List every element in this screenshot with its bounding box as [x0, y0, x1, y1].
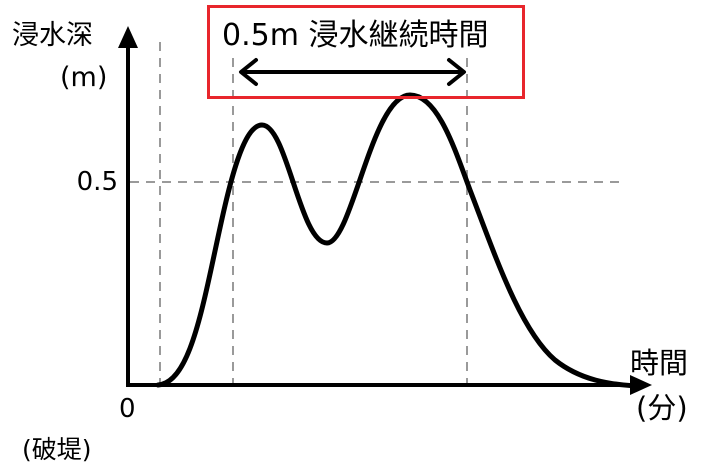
x-origin-note: (破堤)	[22, 435, 92, 464]
duration-double-arrow	[239, 58, 466, 86]
y-tick-label: 0.5	[76, 167, 118, 197]
duration-arrow-right-icon	[447, 58, 466, 86]
x-axis-label: 時間	[630, 346, 689, 380]
duration-label: 0.5m 浸水継続時間	[222, 18, 489, 53]
x-origin-label: 0	[119, 394, 136, 424]
duration-highlight-box	[207, 5, 525, 99]
y-axis-arrow-icon	[118, 26, 138, 48]
x-axis-unit: (分)	[636, 391, 688, 425]
inundation-depth-curve	[155, 92, 643, 389]
y-axis-unit: (m)	[60, 62, 108, 93]
duration-arrow-left-icon	[239, 58, 258, 86]
y-axis-label: 浸水深	[12, 20, 93, 51]
